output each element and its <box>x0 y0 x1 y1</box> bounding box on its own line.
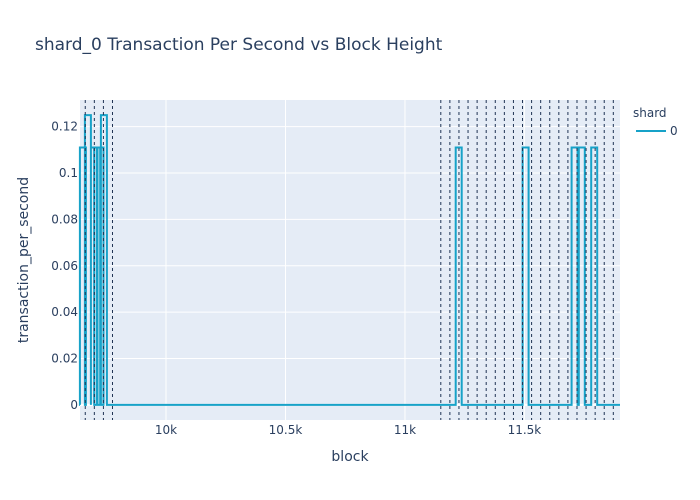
x-tick-label-3: 11.5k <box>508 423 542 437</box>
x-tick-label-2: 11k <box>394 423 416 437</box>
legend-entry-0: 0 <box>670 124 678 138</box>
legend-title: shard <box>633 106 667 120</box>
y-tick-labels: 0 0.02 0.04 0.06 0.08 0.1 0.12 <box>51 120 78 412</box>
y-tick-label-3: 0.06 <box>51 259 78 273</box>
y-tick-label-4: 0.08 <box>51 212 78 226</box>
y-tick-label-5: 0.1 <box>59 166 78 180</box>
gridlines <box>80 100 620 420</box>
y-tick-label-2: 0.04 <box>51 305 78 319</box>
chart-title: shard_0 Transaction Per Second vs Block … <box>35 35 443 55</box>
vertical-markers <box>84 100 614 420</box>
x-tick-labels: 10k 10.5k 11k 11.5k <box>155 423 541 437</box>
x-axis-title: block <box>331 449 369 465</box>
series-line-0 <box>78 114 620 406</box>
legend[interactable]: shard 0 <box>633 106 678 138</box>
x-tick-label-1: 10.5k <box>269 423 303 437</box>
series-traces <box>78 114 620 406</box>
y-tick-label-6: 0.12 <box>51 120 78 134</box>
y-tick-label-1: 0.02 <box>51 352 78 366</box>
y-tick-label-0: 0 <box>70 398 78 412</box>
y-axis-title: transaction_per_second <box>16 177 32 343</box>
plot-area <box>80 100 620 420</box>
x-tick-label-0: 10k <box>155 423 177 437</box>
